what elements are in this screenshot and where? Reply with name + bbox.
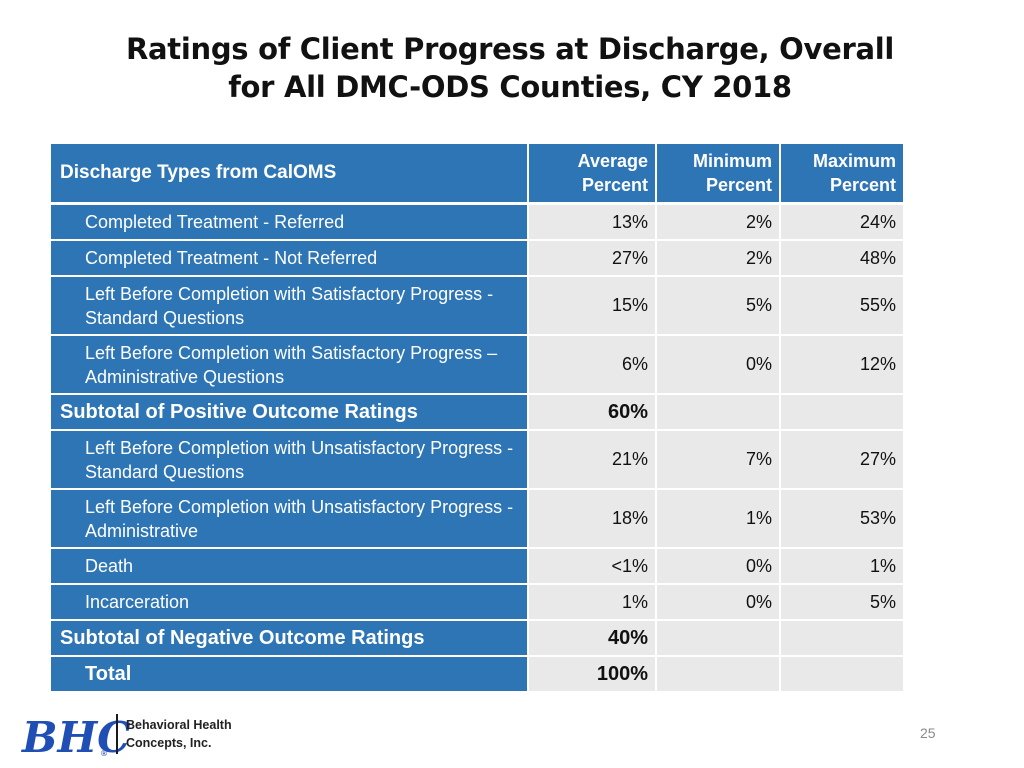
bhc-logo: BHC ®: [21, 713, 131, 760]
title-line-1: Ratings of Client Progress at Discharge,…: [126, 32, 894, 66]
average-value: 60%: [529, 395, 657, 431]
logo-mark: BHC: [21, 713, 131, 760]
table-row: Left Before Completion with Satisfactory…: [51, 277, 905, 336]
average-value: 13%: [529, 205, 657, 241]
average-value: 1%: [529, 585, 657, 621]
subtotal-positive-row: Subtotal of Positive Outcome Ratings 60%: [51, 395, 905, 431]
title-line-2: for All DMC-ODS Counties, CY 2018: [228, 70, 792, 104]
average-value: 15%: [529, 277, 657, 336]
maximum-value: 48%: [781, 241, 905, 277]
header-average-percent: Average Percent: [529, 144, 657, 205]
header-minimum-percent: Minimum Percent: [657, 144, 781, 205]
minimum-value: [657, 621, 781, 657]
minimum-value: 0%: [657, 549, 781, 585]
row-label: Left Before Completion with Unsatisfacto…: [51, 490, 529, 549]
minimum-value: 7%: [657, 431, 781, 490]
average-value: 6%: [529, 336, 657, 395]
table-row: Left Before Completion with Unsatisfacto…: [51, 431, 905, 490]
minimum-value: 0%: [657, 336, 781, 395]
row-label: Left Before Completion with Satisfactory…: [51, 336, 529, 395]
maximum-value: 5%: [781, 585, 905, 621]
logo-line-2: Concepts, Inc.: [126, 736, 212, 750]
slide-title: Ratings of Client Progress at Discharge,…: [60, 30, 960, 106]
average-value: 100%: [529, 657, 657, 693]
row-label: Incarceration: [51, 585, 529, 621]
minimum-value: 2%: [657, 205, 781, 241]
row-label: Total: [51, 657, 529, 693]
maximum-value: [781, 395, 905, 431]
logo-line-1: Behavioral Health: [126, 718, 232, 732]
average-value: 27%: [529, 241, 657, 277]
average-value: 18%: [529, 490, 657, 549]
logo-divider: [116, 714, 118, 754]
maximum-value: [781, 657, 905, 693]
average-value: 21%: [529, 431, 657, 490]
minimum-value: [657, 657, 781, 693]
page-number: 25: [920, 725, 936, 741]
table-row: Left Before Completion with Unsatisfacto…: [51, 490, 905, 549]
table-row: Completed Treatment - Referred 13% 2% 24…: [51, 205, 905, 241]
maximum-value: 12%: [781, 336, 905, 395]
registered-icon: ®: [100, 749, 108, 758]
logo-company-name: Behavioral Health Concepts, Inc.: [126, 716, 232, 752]
minimum-value: 5%: [657, 277, 781, 336]
maximum-value: 27%: [781, 431, 905, 490]
minimum-value: [657, 395, 781, 431]
subtotal-negative-row: Subtotal of Negative Outcome Ratings 40%: [51, 621, 905, 657]
minimum-value: 0%: [657, 585, 781, 621]
table-row: Incarceration 1% 0% 5%: [51, 585, 905, 621]
average-value: <1%: [529, 549, 657, 585]
maximum-value: 55%: [781, 277, 905, 336]
row-label: Completed Treatment - Referred: [51, 205, 529, 241]
minimum-value: 1%: [657, 490, 781, 549]
table-header-row: Discharge Types from CalOMS Average Perc…: [51, 144, 905, 205]
total-row: Total 100%: [51, 657, 905, 693]
average-value: 40%: [529, 621, 657, 657]
maximum-value: 1%: [781, 549, 905, 585]
header-discharge-types: Discharge Types from CalOMS: [51, 144, 529, 205]
table-row: Death <1% 0% 1%: [51, 549, 905, 585]
maximum-value: [781, 621, 905, 657]
row-label: Left Before Completion with Unsatisfacto…: [51, 431, 529, 490]
maximum-value: 24%: [781, 205, 905, 241]
row-label: Death: [51, 549, 529, 585]
row-label: Subtotal of Negative Outcome Ratings: [51, 621, 529, 657]
row-label: Left Before Completion with Satisfactory…: [51, 277, 529, 336]
row-label: Subtotal of Positive Outcome Ratings: [51, 395, 529, 431]
minimum-value: 2%: [657, 241, 781, 277]
header-maximum-percent: Maximum Percent: [781, 144, 905, 205]
row-label: Completed Treatment - Not Referred: [51, 241, 529, 277]
table-row: Left Before Completion with Satisfactory…: [51, 336, 905, 395]
maximum-value: 53%: [781, 490, 905, 549]
discharge-ratings-table: Discharge Types from CalOMS Average Perc…: [51, 144, 905, 693]
table-row: Completed Treatment - Not Referred 27% 2…: [51, 241, 905, 277]
